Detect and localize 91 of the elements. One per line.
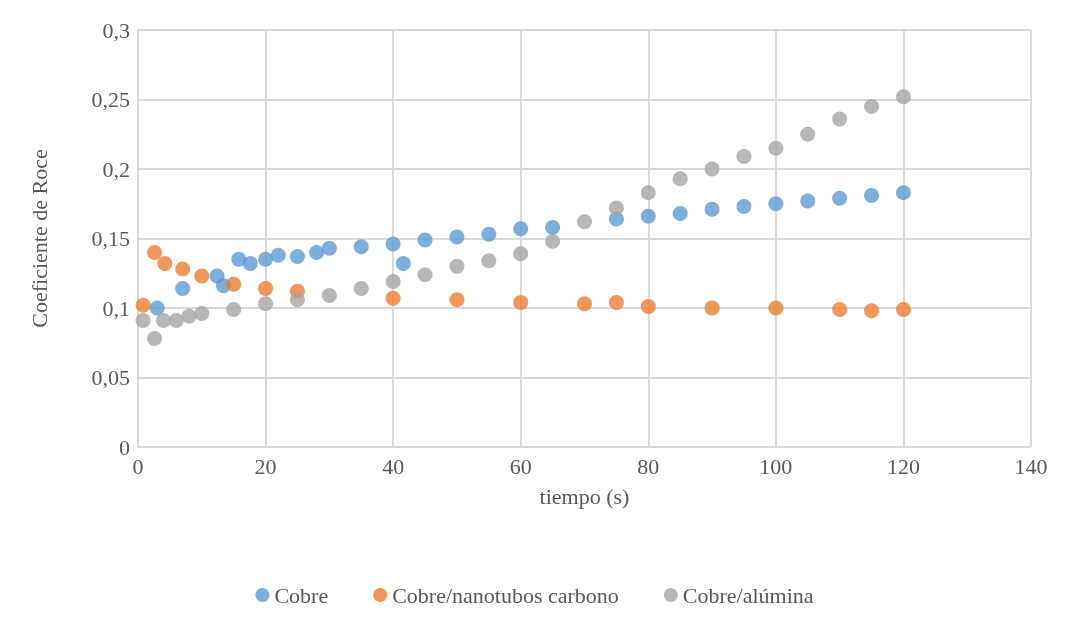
y-tick-label: 0,15 xyxy=(91,226,130,251)
point xyxy=(175,261,191,277)
point xyxy=(895,301,911,317)
point xyxy=(449,292,465,308)
y-tick-label: 0,1 xyxy=(102,295,130,321)
point xyxy=(608,200,624,216)
point xyxy=(864,303,880,319)
x-tick-label: 40 xyxy=(382,453,405,479)
point xyxy=(577,214,592,230)
point xyxy=(768,300,784,316)
x-tick-label: 80 xyxy=(637,453,660,479)
point xyxy=(481,226,497,242)
x-tick-label: 140 xyxy=(1014,453,1048,479)
point xyxy=(181,308,197,324)
point xyxy=(704,300,720,316)
point xyxy=(449,229,465,245)
point xyxy=(385,236,401,252)
point xyxy=(289,292,305,308)
point xyxy=(168,313,184,329)
legend-label: Cobre xyxy=(274,582,329,608)
y-tick-label: 0,25 xyxy=(91,87,130,112)
point xyxy=(321,287,337,303)
point xyxy=(768,196,784,212)
point xyxy=(672,205,688,221)
point xyxy=(895,89,911,105)
point xyxy=(231,251,247,267)
point xyxy=(736,199,752,215)
legend-label: Cobre/nanotubos carbono xyxy=(392,582,619,608)
point xyxy=(417,232,433,248)
point xyxy=(640,185,656,201)
point xyxy=(672,171,688,187)
point xyxy=(147,331,163,347)
point xyxy=(385,274,401,290)
point xyxy=(135,313,151,329)
point xyxy=(289,249,305,265)
point xyxy=(832,111,848,127)
point xyxy=(149,300,165,316)
point xyxy=(832,190,848,206)
x-tick-label: 100 xyxy=(759,453,793,479)
point xyxy=(258,251,274,267)
point xyxy=(864,187,880,203)
point xyxy=(353,239,369,255)
point xyxy=(704,201,720,217)
point xyxy=(226,276,242,292)
x-tick-label: 20 xyxy=(254,453,277,479)
y-tick-label: 0,3 xyxy=(102,17,130,43)
point xyxy=(156,313,172,329)
x-tick-label: 120 xyxy=(886,453,920,479)
x-tick-label: 60 xyxy=(509,453,532,479)
point xyxy=(147,244,163,260)
point xyxy=(242,256,258,272)
point xyxy=(895,185,911,201)
point xyxy=(395,256,411,272)
point xyxy=(194,306,210,322)
point xyxy=(353,281,369,297)
point xyxy=(135,297,151,313)
y-axis-title: Coeficiente de Roce xyxy=(26,149,52,328)
point xyxy=(513,246,529,262)
legend-label: Cobre/alúmina xyxy=(682,582,814,608)
point xyxy=(608,294,624,310)
point xyxy=(481,253,497,269)
point xyxy=(545,219,561,235)
point xyxy=(640,299,656,315)
point xyxy=(226,301,242,317)
point xyxy=(449,258,465,274)
point xyxy=(832,301,848,317)
point xyxy=(385,290,401,306)
point xyxy=(800,126,816,142)
y-tick-label: 0 xyxy=(119,434,130,460)
point xyxy=(175,281,191,297)
point xyxy=(157,256,173,272)
point xyxy=(309,244,325,260)
point xyxy=(270,247,286,263)
point xyxy=(513,221,529,237)
point xyxy=(194,268,210,284)
point xyxy=(417,267,433,283)
x-axis-title: tiempo (s) xyxy=(539,483,630,509)
point xyxy=(768,140,784,156)
point xyxy=(545,233,561,249)
point xyxy=(704,161,720,177)
point xyxy=(736,148,752,164)
point xyxy=(640,208,656,224)
point xyxy=(258,281,274,297)
point xyxy=(513,294,529,310)
point xyxy=(864,98,880,114)
point xyxy=(321,240,337,256)
point xyxy=(800,193,816,209)
y-tick-label: 0,05 xyxy=(91,365,130,390)
point xyxy=(577,296,592,312)
y-tick-label: 0,2 xyxy=(102,156,130,182)
point xyxy=(258,296,274,312)
